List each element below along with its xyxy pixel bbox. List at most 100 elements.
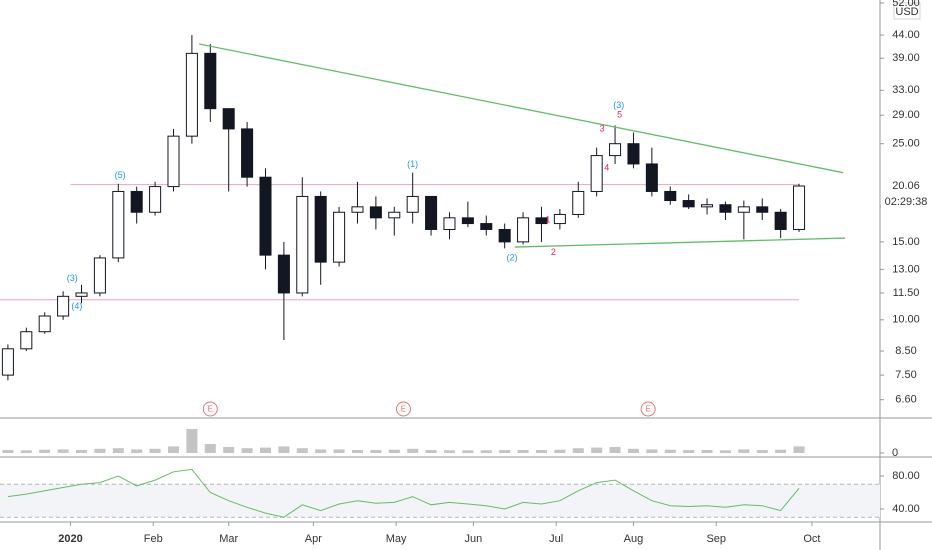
event-marker — [202, 401, 218, 417]
candle-body — [645, 163, 658, 192]
candle-body — [553, 213, 566, 225]
y-tick-label: 11.50 — [893, 287, 920, 299]
volume-bar — [167, 446, 180, 453]
candle-body — [185, 52, 198, 137]
volume-bar — [425, 450, 437, 453]
y-tick-label: 8.50 — [895, 345, 916, 357]
volume-bar — [241, 448, 253, 453]
wave-label: (1) — [407, 159, 418, 169]
volume-bar — [775, 449, 787, 453]
candle-body — [369, 206, 382, 219]
wave-label: 2 — [551, 247, 556, 257]
y-tick-label: 10.00 — [892, 314, 920, 326]
volume-bar — [259, 447, 272, 453]
wave-label: 1 — [545, 214, 550, 224]
volume-bar — [333, 449, 345, 453]
volume-bar — [20, 450, 32, 453]
y-tick-label: 29.00 — [892, 109, 920, 121]
wave-label: (3) — [67, 273, 78, 283]
candle-body — [149, 186, 162, 213]
trendline — [199, 43, 844, 174]
candle-body — [664, 190, 677, 202]
x-tick-label: Oct — [803, 533, 820, 545]
wave-label: (4) — [71, 301, 82, 311]
volume-bar — [572, 448, 584, 453]
candle-body — [130, 190, 143, 213]
candle-body — [204, 52, 217, 110]
candle-body — [112, 190, 125, 259]
rsi-tick-label: 80.00 — [892, 470, 920, 482]
candle-body — [38, 315, 51, 333]
event-label: E — [401, 405, 406, 414]
x-tick-label: Jun — [465, 533, 483, 545]
candle-body — [719, 204, 732, 213]
currency-box[interactable] — [893, 2, 921, 20]
volume-bar — [149, 448, 161, 453]
candle-body — [296, 195, 309, 294]
volume-bar — [443, 450, 455, 453]
volume-bar — [609, 447, 621, 453]
volume-bar — [701, 450, 713, 453]
candle-body — [333, 211, 346, 263]
volume-bar — [351, 450, 364, 453]
candle-body — [627, 143, 640, 165]
candle-body — [241, 128, 254, 178]
volume-bar — [499, 450, 511, 453]
volume-bar — [94, 448, 106, 453]
x-tick-label: Mar — [219, 533, 238, 545]
volume-bar — [39, 449, 51, 453]
volume-bar — [75, 450, 88, 453]
y-tick-label: 39.00 — [892, 52, 920, 64]
event-marker — [640, 401, 656, 417]
candle-body — [425, 195, 438, 230]
volume-bar — [204, 444, 216, 453]
y-tick-label: 33.00 — [892, 84, 920, 96]
volume-bar — [793, 446, 805, 453]
event-label: E — [646, 405, 651, 414]
candle-body — [737, 206, 750, 213]
y-tick-label: 7.50 — [895, 369, 916, 381]
volume-bar — [223, 447, 235, 453]
volume-bar — [664, 449, 676, 453]
volume-bar — [627, 448, 639, 453]
x-tick-label: Aug — [624, 533, 644, 545]
volume-bar — [719, 450, 731, 453]
candle-body — [406, 195, 419, 213]
rsi-band — [0, 484, 880, 518]
wave-label: (5) — [115, 170, 126, 180]
x-tick-label: Apr — [305, 533, 322, 545]
x-tick-label: Sep — [706, 533, 726, 545]
candle-body — [701, 204, 714, 208]
wave-label: (2) — [507, 252, 518, 262]
x-tick-label: May — [386, 533, 407, 545]
candle-body — [20, 331, 33, 350]
price-tag — [881, 178, 932, 195]
volume-tick-label: 0 — [892, 447, 898, 459]
candle-body — [517, 217, 530, 243]
event-label: E — [208, 405, 213, 414]
y-tick-label: 6.60 — [895, 394, 916, 406]
candle-body — [774, 211, 787, 230]
volume-bar — [756, 450, 768, 453]
candle-body — [222, 108, 235, 130]
volume-bar — [683, 450, 695, 453]
event-marker — [395, 401, 411, 417]
y-tick-label: 25.00 — [892, 138, 920, 150]
last-price: 20.06 — [892, 180, 920, 192]
x-tick-label: Jul — [549, 533, 563, 545]
volume-bar — [296, 448, 308, 453]
candle-body — [167, 135, 180, 188]
candle-body — [590, 155, 603, 192]
countdown: 02:29:38 — [885, 196, 928, 208]
volume-bar — [407, 448, 419, 453]
candle-body — [259, 176, 272, 256]
volume-bar — [57, 449, 69, 453]
candle-body — [461, 217, 474, 225]
volume-bar — [554, 449, 566, 453]
volume-bar — [186, 429, 198, 453]
wave-label: 5 — [617, 110, 622, 120]
candle-body — [756, 206, 769, 213]
y-tick-label: 15.00 — [892, 236, 920, 248]
volume-bar — [278, 446, 290, 453]
